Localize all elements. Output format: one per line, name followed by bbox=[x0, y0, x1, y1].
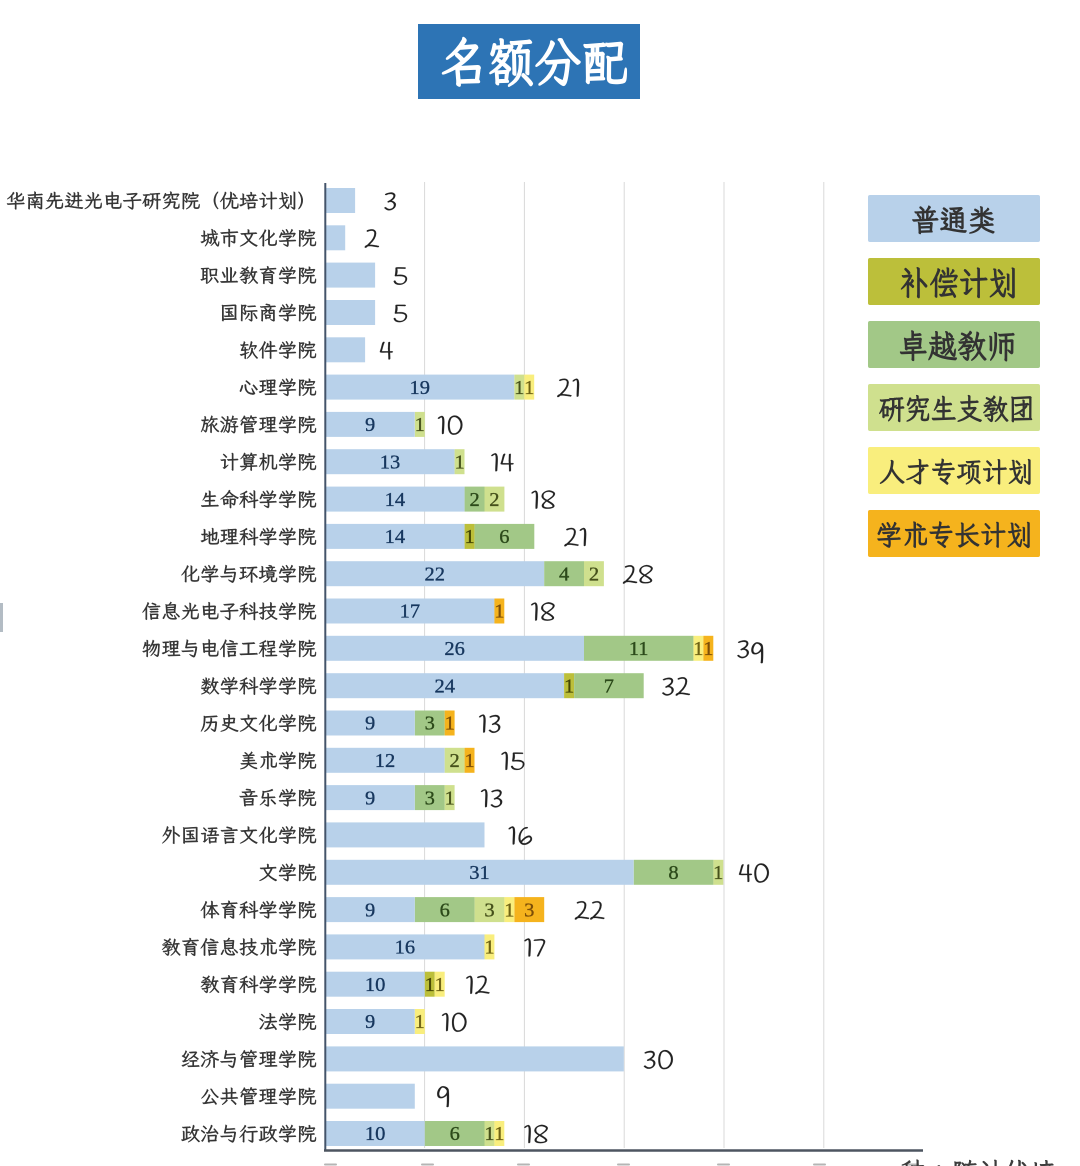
svg-text:1: 1 bbox=[454, 451, 464, 473]
svg-text:1: 1 bbox=[504, 899, 514, 921]
svg-text:8: 8 bbox=[668, 862, 678, 884]
svg-text:1: 1 bbox=[415, 414, 425, 436]
svg-text:14: 14 bbox=[385, 489, 406, 511]
svg-text:1: 1 bbox=[494, 1123, 504, 1145]
svg-text:1: 1 bbox=[445, 787, 455, 809]
svg-text:9: 9 bbox=[365, 1011, 375, 1033]
svg-text:16: 16 bbox=[395, 937, 416, 959]
svg-text:1: 1 bbox=[464, 750, 474, 772]
svg-text:24: 24 bbox=[434, 675, 455, 697]
svg-text:14: 14 bbox=[385, 526, 406, 548]
svg-text:7: 7 bbox=[604, 675, 614, 697]
svg-text:9: 9 bbox=[365, 787, 375, 809]
svg-text:11: 11 bbox=[629, 638, 649, 660]
svg-text:2: 2 bbox=[469, 489, 479, 511]
svg-text:10: 10 bbox=[365, 974, 386, 996]
svg-text:17: 17 bbox=[400, 601, 421, 623]
svg-text:1: 1 bbox=[445, 713, 455, 735]
svg-text:1: 1 bbox=[425, 974, 435, 996]
svg-text:9: 9 bbox=[365, 414, 375, 436]
svg-text:31: 31 bbox=[469, 862, 490, 884]
svg-text:1: 1 bbox=[514, 377, 524, 399]
svg-text:1: 1 bbox=[435, 974, 445, 996]
svg-text:6: 6 bbox=[440, 899, 450, 921]
svg-text:6: 6 bbox=[450, 1123, 460, 1145]
svg-text:9: 9 bbox=[365, 713, 375, 735]
svg-text:1: 1 bbox=[415, 1011, 425, 1033]
svg-text:13: 13 bbox=[380, 451, 401, 473]
svg-text:2: 2 bbox=[589, 563, 599, 585]
svg-text:1: 1 bbox=[484, 937, 494, 959]
svg-text:19: 19 bbox=[410, 377, 431, 399]
svg-text:1: 1 bbox=[713, 862, 723, 884]
svg-text:3: 3 bbox=[425, 787, 435, 809]
svg-text:1: 1 bbox=[703, 638, 713, 660]
svg-text:4: 4 bbox=[559, 563, 569, 585]
svg-text:1: 1 bbox=[484, 1123, 494, 1145]
svg-text:26: 26 bbox=[444, 638, 465, 660]
svg-text:3: 3 bbox=[524, 899, 534, 921]
svg-text:3: 3 bbox=[484, 899, 494, 921]
svg-text:1: 1 bbox=[494, 601, 504, 623]
svg-text:2: 2 bbox=[449, 750, 459, 772]
svg-text:1: 1 bbox=[693, 638, 703, 660]
svg-text:3: 3 bbox=[425, 713, 435, 735]
svg-text:1: 1 bbox=[524, 377, 534, 399]
svg-text:10: 10 bbox=[365, 1123, 386, 1145]
svg-text:1: 1 bbox=[464, 526, 474, 548]
svg-text:1: 1 bbox=[564, 675, 574, 697]
svg-text:2: 2 bbox=[489, 489, 499, 511]
svg-text:6: 6 bbox=[499, 526, 509, 548]
svg-text:9: 9 bbox=[365, 899, 375, 921]
svg-text:22: 22 bbox=[425, 563, 446, 585]
svg-text:12: 12 bbox=[375, 750, 396, 772]
